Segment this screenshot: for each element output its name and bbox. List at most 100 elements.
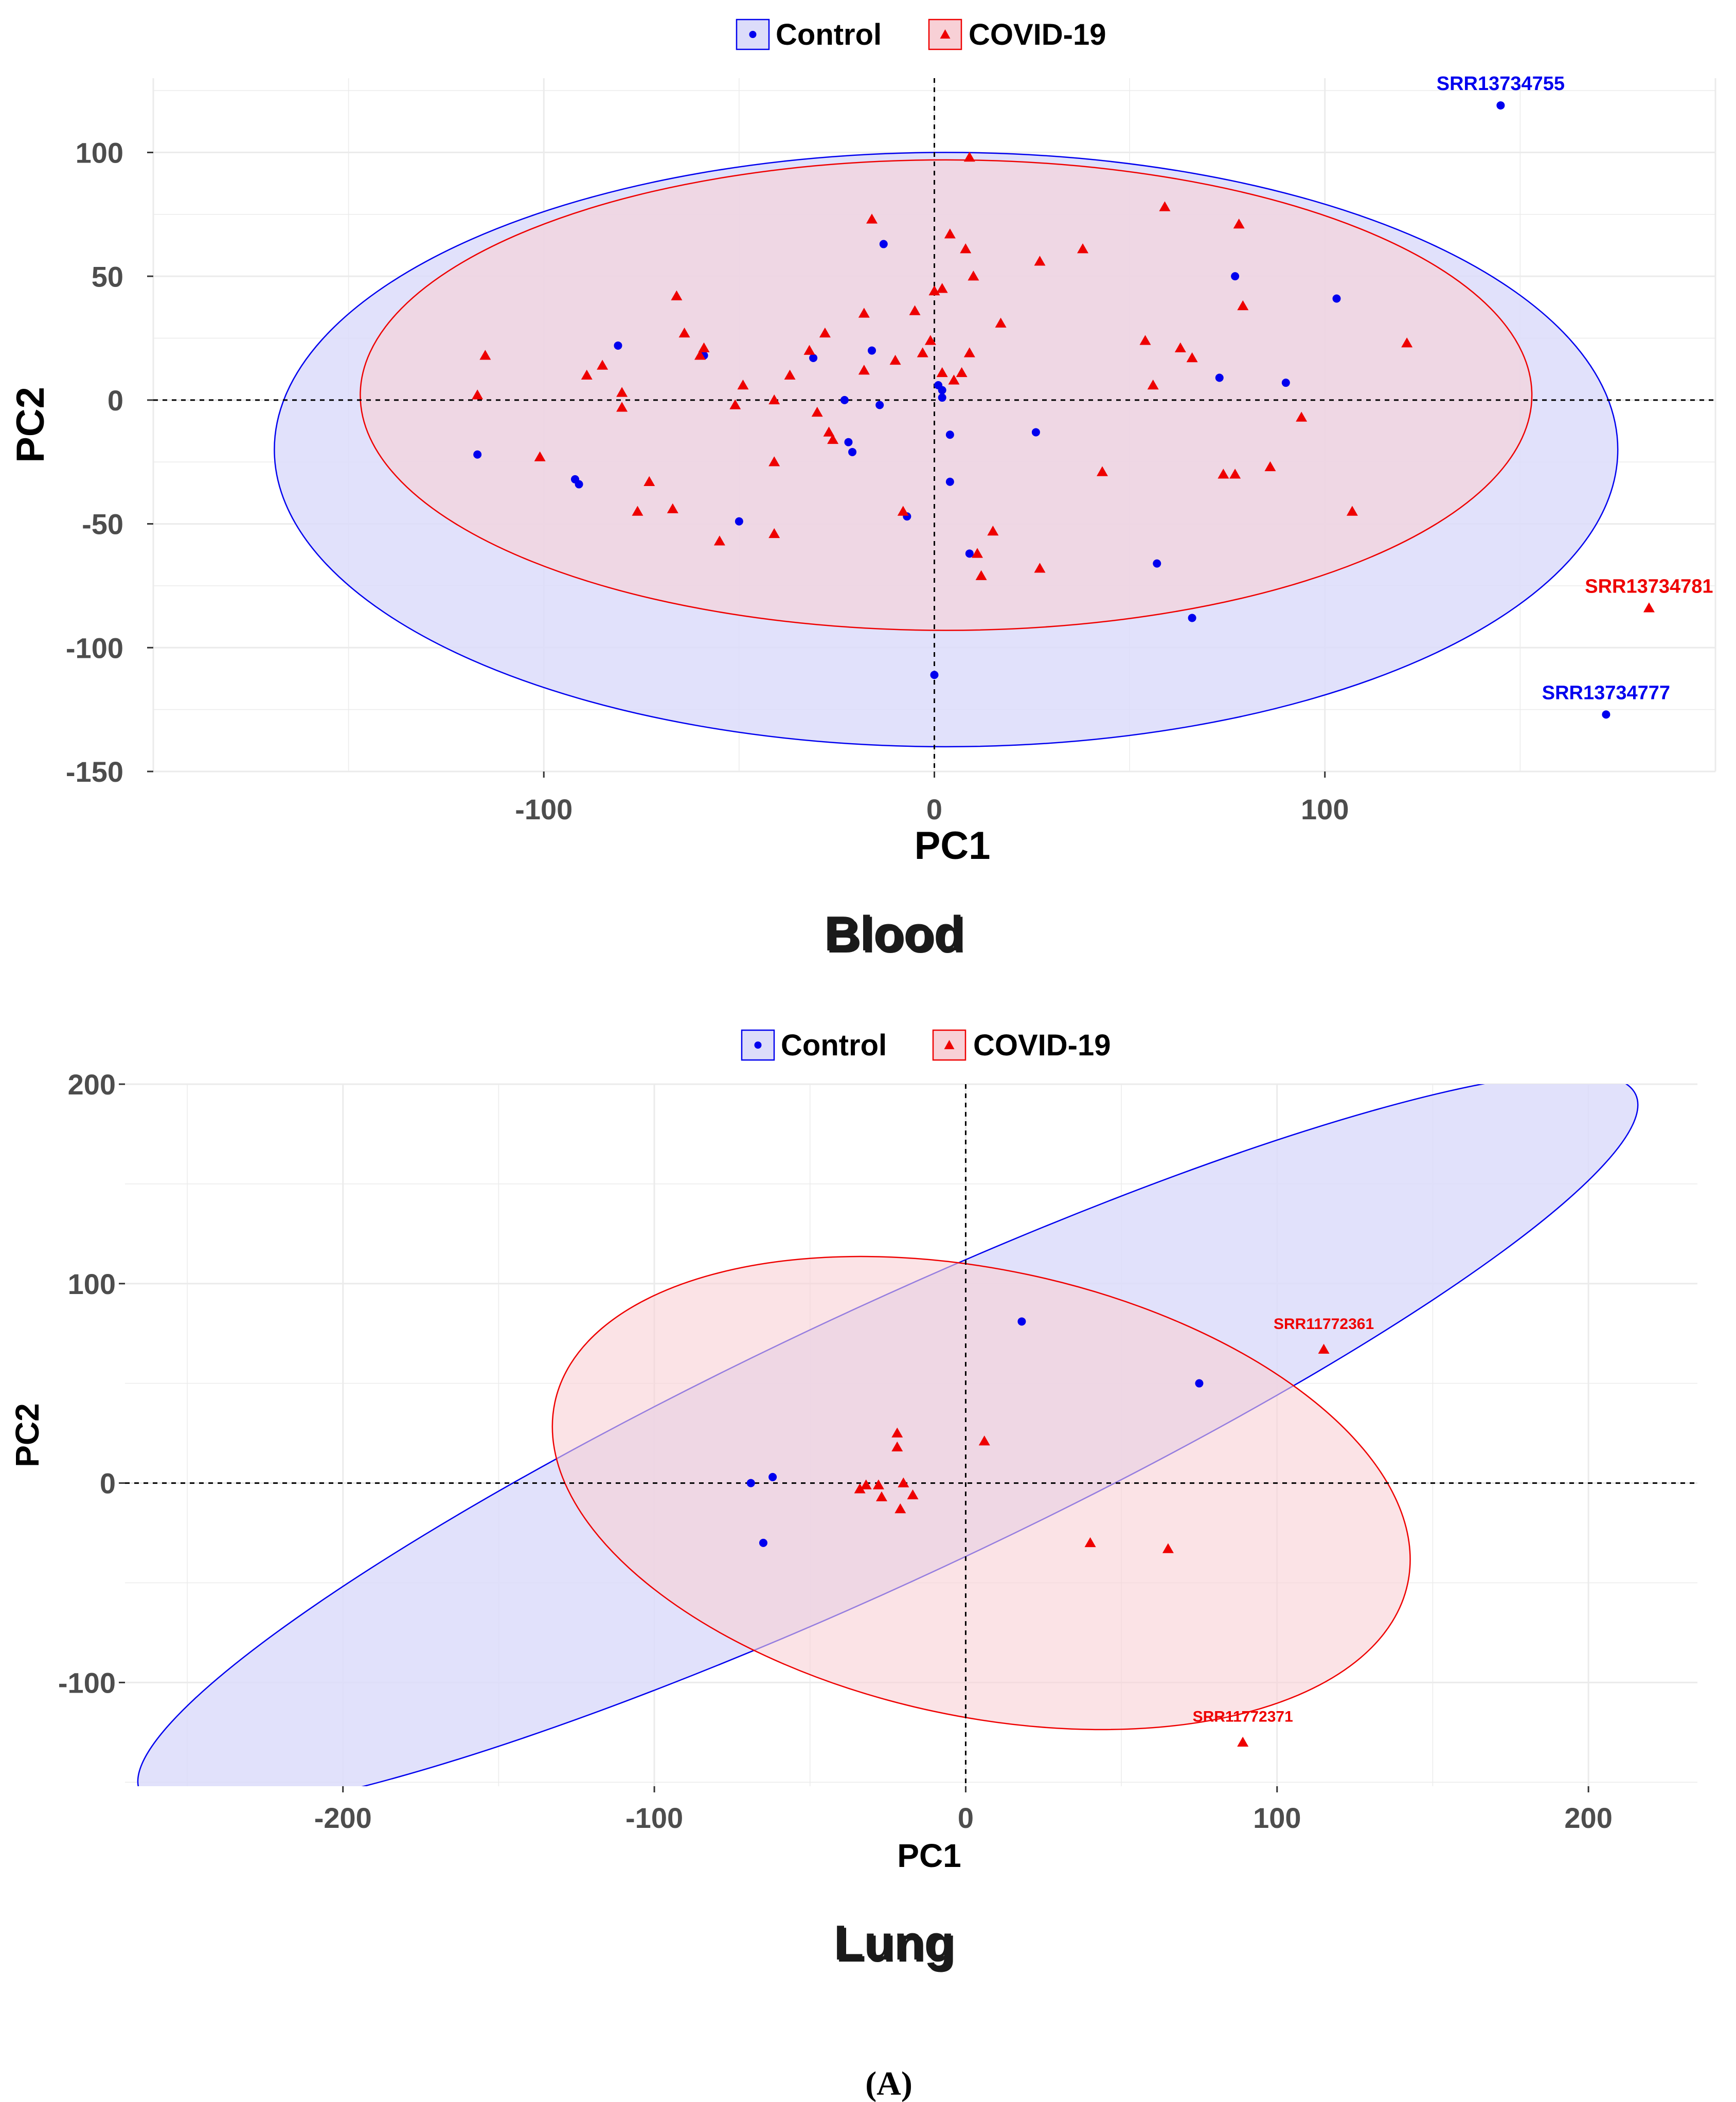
control-point [809, 354, 818, 363]
covid-point [936, 367, 948, 378]
control-point [875, 401, 884, 409]
x-tick-label: 0 [926, 793, 942, 825]
y-tick-label: 200 [68, 1068, 116, 1101]
covid-point [1162, 1543, 1174, 1553]
covid-point [924, 335, 936, 345]
covid-point [963, 347, 975, 357]
y-tick-label: 0 [100, 1467, 116, 1500]
control-point [575, 480, 583, 489]
y-tick-label: 100 [68, 1268, 116, 1300]
covid-point [1296, 411, 1308, 422]
x-tick-label: 200 [1564, 1802, 1612, 1834]
control-point [938, 386, 946, 394]
panel-title-shadow: Blood [826, 908, 966, 963]
x-tick-label: -200 [314, 1802, 372, 1834]
covid-point [1077, 243, 1089, 254]
control-point [844, 438, 853, 446]
control-point [768, 1472, 777, 1481]
covid-point [784, 369, 796, 380]
control-point [945, 477, 954, 486]
control-point [1602, 710, 1610, 719]
covid-point [968, 271, 979, 281]
covid-point [987, 526, 999, 536]
legend-covid-marker [940, 29, 951, 39]
control-point [759, 1538, 767, 1547]
legend: Control COVID-19 [741, 1029, 1111, 1062]
blood-pca-panel: SRR13734755 SRR13734781 SRR13734777 -100 0 10… [9, 18, 1716, 963]
control-point [879, 240, 888, 248]
covid-point [811, 406, 823, 417]
legend-control-label: Control [776, 18, 882, 51]
covid-point [1139, 335, 1151, 345]
covid-point [978, 1435, 990, 1446]
covid-point [479, 350, 491, 360]
covid-point [891, 1427, 903, 1438]
y-tick-label: 50 [92, 260, 123, 293]
covid-point [819, 327, 831, 338]
y-axis-label: PC2 [9, 1403, 46, 1467]
covid-point [698, 342, 710, 353]
covid-point [944, 228, 956, 239]
legend-control-label: Control [781, 1029, 887, 1062]
covid-point [1159, 201, 1171, 211]
control-point [1332, 294, 1341, 303]
control-point [735, 517, 743, 526]
y-tick-label: -50 [82, 508, 123, 541]
covid-point [729, 399, 741, 409]
covid-point [472, 389, 484, 400]
covid-point [897, 506, 909, 516]
panel-title: Blood [824, 906, 964, 961]
control-point [1031, 428, 1040, 437]
control-point [840, 396, 849, 404]
control-point [473, 450, 482, 459]
panel-title-shadow: Lung [836, 1917, 957, 1972]
figure-caption: (A) [865, 2065, 912, 2102]
covid-point [713, 535, 725, 546]
control-point [945, 430, 954, 439]
y-tick-label: -150 [66, 756, 123, 788]
covid-point [1237, 300, 1249, 311]
control-point [1195, 1379, 1204, 1388]
covid-point [872, 1479, 884, 1489]
covid-point [597, 360, 609, 370]
covid-point [1174, 342, 1186, 353]
covid-point [643, 476, 655, 486]
control-point [1231, 272, 1240, 281]
covid-point [858, 308, 870, 318]
covid-point [694, 350, 706, 360]
covid-point [1147, 379, 1159, 390]
sample-label: SRR13734755 [1437, 73, 1565, 95]
control-point [1496, 101, 1505, 110]
covid-point [827, 434, 839, 444]
covid-point [632, 506, 643, 516]
covid-point [875, 1491, 887, 1501]
legend-control-marker [749, 31, 757, 38]
covid-point [671, 290, 683, 300]
covid-point [534, 451, 546, 461]
confidence-ellipses [137, 1084, 1639, 1786]
covid-point [995, 317, 1007, 328]
covid-point [1346, 506, 1358, 516]
sample-label: SRR13734781 [1585, 576, 1713, 597]
control-point [1017, 1317, 1026, 1326]
panel-title: Lung [834, 1915, 955, 1970]
lung-pca-panel: SRR11772361 SRR11772371 -200 -100 0 100 200 -10… [9, 1029, 1697, 1972]
y-tick-label: -100 [58, 1667, 116, 1699]
covid-point [858, 365, 870, 375]
covid-point [972, 548, 983, 558]
control-point [848, 447, 857, 456]
control-point [938, 393, 946, 402]
covid-point [1229, 469, 1241, 479]
covid-point [866, 213, 878, 224]
legend: Control COVID-19 [736, 18, 1106, 51]
control-point [746, 1479, 755, 1487]
covid-confidence-ellipse [551, 1255, 1411, 1731]
control-point [965, 549, 974, 558]
covid-point [894, 1503, 906, 1514]
sample-label: SRR11772361 [1274, 1316, 1374, 1333]
covid-point [956, 367, 968, 378]
sample-label: SRR11772371 [1193, 1709, 1293, 1726]
covid-point [1237, 1736, 1249, 1747]
covid-point [889, 354, 901, 365]
covid-point [581, 369, 593, 380]
